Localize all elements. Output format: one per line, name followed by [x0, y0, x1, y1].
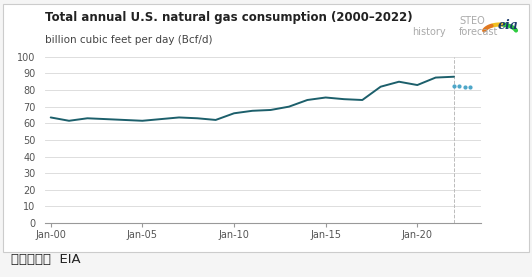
- Text: Total annual U.S. natural gas consumption (2000–2022): Total annual U.S. natural gas consumptio…: [45, 11, 413, 24]
- Text: STEO
forecast: STEO forecast: [459, 16, 498, 37]
- Text: eia: eia: [498, 19, 519, 32]
- Text: billion cubic feet per day (Bcf/d): billion cubic feet per day (Bcf/d): [45, 35, 213, 45]
- Text: history: history: [412, 27, 446, 37]
- Text: 数据来源：  EIA: 数据来源： EIA: [11, 253, 80, 266]
